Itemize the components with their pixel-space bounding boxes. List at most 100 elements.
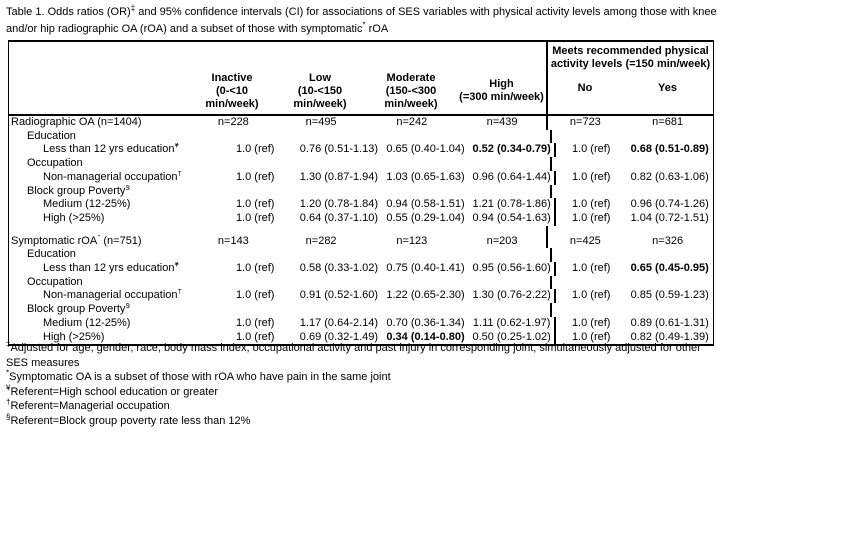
table-row: Occupation: [9, 157, 713, 171]
title-text: and 95% confidence intervals (CI) for as…: [135, 6, 717, 18]
row-label: Less than 12 yrs education¥: [9, 262, 214, 276]
or-ci-cell: [202, 276, 286, 290]
or-ci-cell: 0.95 (0.56-1.60): [472, 262, 551, 275]
or-ci-cell: [624, 276, 713, 290]
or-ci-cell: n=723: [546, 116, 622, 130]
or-ci-cell: [365, 226, 457, 235]
or-ci-cell: 0.96 (0.74-1.26): [630, 198, 709, 211]
row-label-text: Symptomatic rOA: [11, 234, 98, 247]
or-ci-cell: [546, 225, 622, 235]
row-label: Occupation: [9, 276, 202, 290]
column-header-no: No: [577, 82, 593, 94]
header-label-spacer: [9, 42, 189, 114]
or-ci-cell: 1.0 (ref): [235, 262, 275, 275]
table-row: Less than 12 yrs education¥ 1.0 (ref) 0.76…: [9, 143, 713, 158]
row-label-text: High (>25%): [43, 330, 105, 343]
or-ci-cell: n=143: [217, 234, 249, 247]
or-ci-cell: n=203: [486, 234, 518, 247]
meets-recommended-panel: Meets recommended physical activity leve…: [546, 42, 713, 114]
footnote-text: Referent=Managerial occupation: [10, 400, 170, 412]
footnote-text: Referent=Block group poverty rate less t…: [10, 414, 251, 427]
column-header-high: High (=300 min/week): [457, 42, 546, 114]
or-ci-cell: [550, 184, 624, 199]
or-ci-cell: [457, 226, 546, 235]
or-ci-cell: 0.34 (0.14-0.80): [386, 330, 465, 343]
column-header-yes: Yes: [658, 82, 677, 94]
or-ci-cell: [550, 129, 624, 144]
row-label-text: Medium (12-25%): [43, 316, 131, 329]
or-ci-cell: 0.85 (0.59-1.23): [630, 289, 709, 302]
no-yes-header-row: No Yes: [548, 82, 713, 94]
row-label: Less than 12 yrs education¥: [9, 143, 214, 157]
table-row: High (>25%) 1.0 (ref) 0.69 (0.32-1.49) 0.34…: [9, 330, 713, 345]
or-ci-cell: 0.96 (0.64-1.44): [472, 170, 551, 183]
footnote: †Referent=Managerial occupation: [6, 397, 722, 414]
or-ci-cell: 1.22 (0.65-2.30): [386, 289, 465, 302]
or-ci-cell: 1.0 (ref): [553, 289, 626, 304]
footnote-mark: §: [125, 184, 130, 191]
row-label-text: Education: [27, 248, 76, 261]
row-label: Education: [9, 130, 202, 144]
or-ci-cell: n=681: [652, 116, 684, 128]
footnote-text: Symptomatic OA is a subset of those with…: [9, 371, 391, 383]
row-label-text: Less than 12 yrs education: [43, 143, 175, 156]
table-row: Block group Poverty§: [9, 184, 713, 199]
footnote-mark: ‡: [6, 339, 11, 349]
row-label-text: Radiographic OA (n=1404): [11, 116, 142, 128]
or-ci-cell: 1.30 (0.76-2.22): [472, 289, 551, 302]
or-ci-cell: 1.0 (ref): [235, 330, 275, 343]
or-ci-cell: [202, 157, 286, 171]
or-ci-cell: [464, 276, 551, 290]
column-header-text: min/week): [384, 98, 438, 110]
row-label: Non-managerial occupation†: [9, 171, 214, 185]
table-body: Radiographic OA (n=1404) n=228 n=495 n=242 n…: [9, 116, 713, 345]
or-ci-cell: [550, 248, 624, 263]
table-header: Inactive (0-<10 min/week) Low (10-<150 m…: [9, 42, 713, 116]
row-label-text: Block group Poverty: [27, 184, 126, 197]
or-ci-cell: [374, 248, 464, 262]
row-label: Radiographic OA (n=1404): [9, 116, 190, 130]
footnote-mark: ¥: [6, 382, 11, 392]
or-ci-cell: 1.0 (ref): [553, 143, 626, 158]
footnote-mark: †: [6, 397, 11, 407]
title-text: and/or hip radiographic OA (rOA) and a s…: [6, 23, 363, 35]
or-ci-cell: [550, 157, 624, 171]
or-ci-cell: 0.76 (0.51-1.13): [299, 143, 379, 156]
or-ci-cell: [286, 248, 374, 262]
column-header-text: High: [489, 78, 514, 90]
or-ci-cell: 1.0 (ref): [235, 198, 275, 211]
footnote: §Referent=Block group poverty rate less …: [6, 412, 722, 429]
or-ci-cell: [286, 303, 374, 317]
or-ci-cell: 0.82 (0.63-1.06): [630, 170, 709, 183]
or-ci-cell: 0.64 (0.37-1.10): [299, 211, 379, 224]
column-header-low: Low (10-<150 min/week): [275, 42, 365, 114]
row-label-text: Medium (12-25%): [43, 198, 131, 211]
footnote-mark: §: [125, 303, 130, 310]
or-ci-cell: [286, 185, 374, 199]
or-ci-cell: [202, 303, 286, 317]
or-ci-cell: [464, 157, 551, 171]
or-ci-cell: 0.50 (0.25-1.02): [472, 330, 551, 343]
column-header-text: Moderate: [386, 72, 436, 84]
table-row: [9, 225, 713, 235]
title-footnote-mark: ‡: [130, 3, 136, 13]
footnote-mark: *: [97, 234, 101, 241]
or-ci-cell: n=425: [546, 234, 622, 249]
or-ci-cell: [286, 130, 374, 144]
title-text: rOA: [365, 23, 389, 35]
or-ci-cell: [464, 303, 551, 317]
column-header-text: (10-<150: [297, 85, 343, 97]
column-header-text: (0-<10: [215, 85, 249, 97]
or-ci-cell: 1.21 (0.78-1.86): [472, 198, 551, 211]
or-ci-cell: 1.0 (ref): [235, 289, 275, 302]
or-ci-cell: 1.0 (ref): [553, 170, 626, 185]
row-label: [9, 226, 189, 235]
column-header-moderate: Moderate (150-<300 min/week): [365, 42, 457, 114]
footnote: ¥Referent=High school education or great…: [6, 382, 722, 400]
table-row: Block group Poverty§: [9, 303, 713, 317]
footnote-text: Referent=High school education or greate…: [10, 385, 219, 398]
or-ci-cell: [374, 303, 464, 317]
or-ci-cell: 0.94 (0.54-1.63): [472, 211, 551, 224]
footnote-mark: ¥: [174, 262, 179, 269]
or-ci-cell: n=439: [486, 116, 518, 128]
